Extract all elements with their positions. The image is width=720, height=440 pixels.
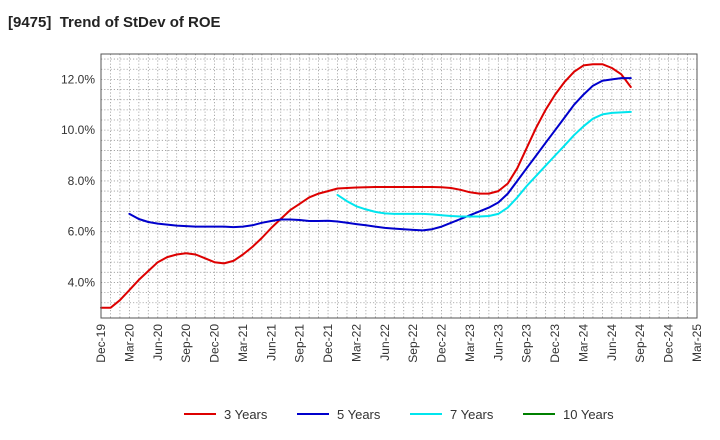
x-tick-label: Mar-22 [349,324,363,362]
grid-lines [101,54,697,318]
x-tick-label: Jun-21 [264,324,278,361]
y-tick-label: 6.0% [68,225,96,239]
x-tick-label: Sep-23 [520,324,534,363]
x-tick-label: Dec-23 [548,324,562,363]
x-tick-label: Mar-25 [690,324,704,362]
x-axis-tick-labels: Dec-19 Mar-20 Jun-20 Sep-20 Dec-20 Mar-21 Jun-… [94,324,704,363]
x-tick-label: Sep-20 [179,324,193,363]
series-line-7-years [336,110,632,218]
x-tick-label: Mar-20 [122,324,136,362]
x-tick-label: Dec-24 [662,324,676,363]
x-tick-label: Mar-24 [576,324,590,362]
x-tick-label: Jun-22 [378,324,392,361]
x-tick-label: Jun-20 [151,324,165,361]
x-tick-label: Sep-24 [633,324,647,363]
y-tick-label: 10.0% [61,123,95,137]
x-tick-label: Dec-20 [208,324,222,363]
legend-label-3-years: 3 Years [224,407,268,422]
x-tick-label: Jun-24 [605,324,619,361]
x-tick-label: Mar-21 [236,324,250,362]
chart-title: [9475] Trend of StDev of ROE [8,14,221,31]
x-tick-label: Dec-19 [94,324,108,363]
x-tick-label: Jun-23 [491,324,505,361]
x-tick-label: Dec-22 [435,324,449,363]
y-tick-label: 4.0% [68,275,96,289]
legend-label-10-years: 10 Years [563,407,614,422]
series-line-5-years [128,77,632,232]
series-lines [100,63,632,309]
x-tick-label: Sep-21 [293,324,307,363]
x-tick-label: Mar-23 [463,324,477,362]
y-tick-label: 12.0% [61,72,95,86]
y-tick-label: 8.0% [68,174,96,188]
legend: 3 Years 5 Years 7 Years 10 Years [184,407,614,422]
y-axis-tick-labels: 4.0% 6.0% 8.0% 10.0% 12.0% [61,72,95,289]
plot-area-border [100,53,698,319]
x-tick-label: Dec-21 [321,324,335,363]
legend-label-5-years: 5 Years [337,407,381,422]
legend-label-7-years: 7 Years [450,407,494,422]
series-line-3-years [100,63,632,309]
x-tick-label: Sep-22 [406,324,420,363]
